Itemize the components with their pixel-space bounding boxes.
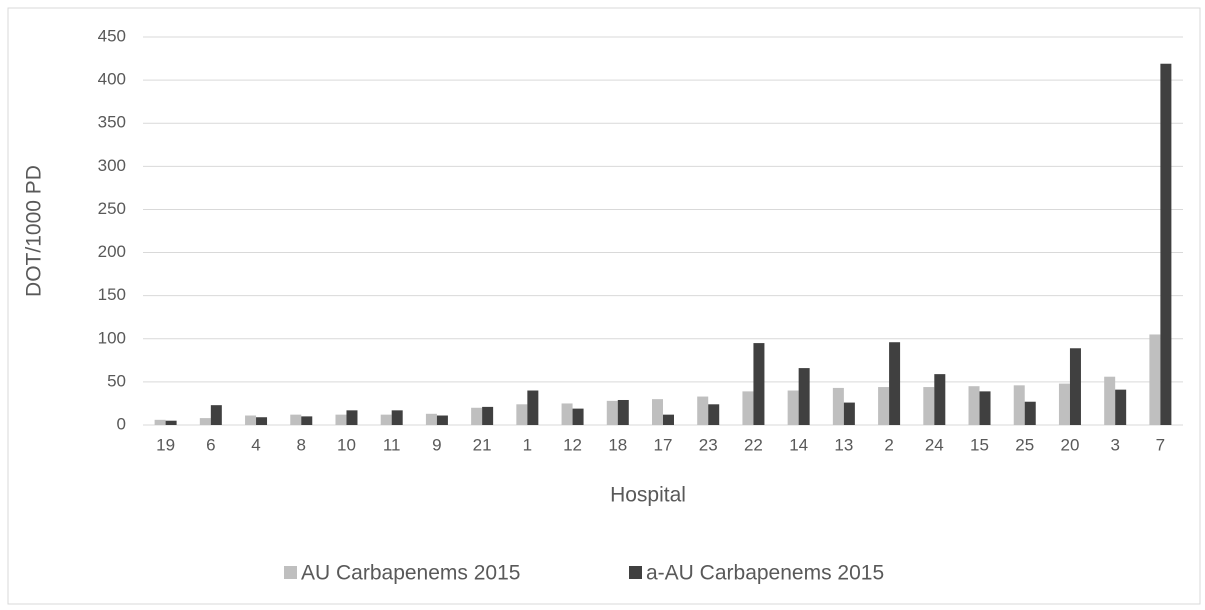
y-tick-label: 50 [107,371,126,390]
bar [335,414,347,425]
x-tick-label: 22 [744,435,763,454]
bar [256,417,268,425]
bar [572,408,584,425]
bar [1104,376,1116,425]
bar [934,374,946,425]
bar [979,391,991,425]
bar [968,386,980,425]
bar [210,405,222,425]
y-axis-title: DOT/1000 PD [23,165,46,297]
bar [1115,389,1127,425]
bar [561,403,573,425]
x-tick-label: 1 [523,435,532,454]
x-tick-label: 6 [206,435,215,454]
x-tick-label: 13 [834,435,853,454]
x-tick-label: 9 [432,435,441,454]
bar [832,387,844,425]
bar [708,404,720,425]
x-tick-label: 25 [1015,435,1034,454]
bar [471,407,483,425]
bar [527,390,539,425]
chart-border [7,7,1201,605]
bar [889,342,901,425]
bar [652,399,663,425]
bar [199,418,211,425]
bar [482,406,494,425]
bar [1149,334,1161,425]
bar [1069,348,1081,425]
y-tick-label: 300 [98,156,126,175]
x-tick-label: 12 [563,435,582,454]
y-tick-label: 150 [98,285,126,304]
bar [617,399,629,425]
bar [1024,401,1036,425]
y-tick-label: 450 [98,26,126,45]
x-tick-label: 10 [337,435,356,454]
x-tick-label: 11 [383,435,401,454]
x-tick-label: 23 [699,435,718,454]
x-tick-label: 18 [608,435,627,454]
legend-swatch [629,566,642,579]
bar [425,413,437,425]
x-tick-label: 15 [970,435,989,454]
x-tick-label: 14 [789,435,808,454]
x-tick-label: 8 [297,435,306,454]
bar [290,414,302,425]
bar [1013,385,1025,425]
x-tick-label: 3 [1110,435,1119,454]
y-tick-label: 250 [98,199,126,218]
bar [380,414,392,425]
bar [663,414,674,425]
y-tick-label: 100 [98,328,126,347]
bar [245,415,257,425]
bar [606,400,618,425]
x-tick-label: 17 [654,435,673,454]
x-tick-label: 4 [251,435,260,454]
bar [843,402,855,425]
x-tick-label: 21 [473,435,492,454]
bar [516,404,528,425]
x-tick-label: 19 [156,435,175,454]
bar [787,390,799,425]
bar [301,416,313,425]
bar [165,420,177,425]
bar [742,391,754,425]
legend-label: AU Carbapenems 2015 [301,562,520,585]
x-tick-label: 20 [1060,435,1079,454]
x-tick-label: 24 [925,435,944,454]
bar [923,387,935,425]
bar [436,415,448,425]
bar [391,410,403,425]
y-tick-label: 400 [98,70,126,89]
bar [346,410,358,425]
x-tick-label: 2 [884,435,893,454]
bar [753,343,765,425]
y-tick-label: 200 [98,242,126,261]
y-tick-label: 0 [117,414,126,433]
bar [1160,63,1172,426]
legend-swatch [284,566,297,579]
bar [798,368,810,425]
bar [1058,383,1070,425]
bar [154,419,166,425]
y-tick-label: 350 [98,113,126,132]
bar [697,396,709,425]
x-axis-title: Hospital [610,484,686,507]
x-tick-label: 7 [1156,435,1165,454]
legend-label: a-AU Carbapenems 2015 [646,562,884,585]
bar [878,387,890,425]
